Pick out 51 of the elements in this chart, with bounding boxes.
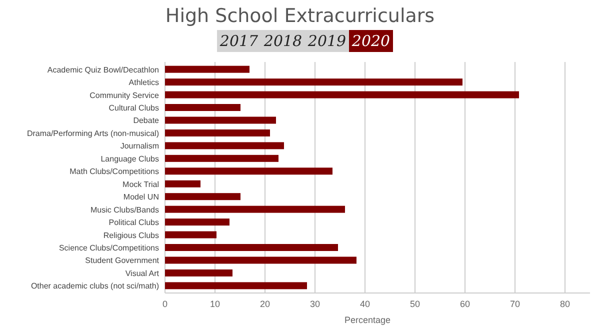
y-tick-label: Student Government xyxy=(85,256,160,266)
y-tick-label: Drama/Performing Arts (non-musical) xyxy=(26,128,160,138)
y-tick-label: Visual Art xyxy=(125,268,160,278)
y-tick-label: Debate xyxy=(133,116,160,126)
bar xyxy=(165,154,278,162)
x-tick-label: 30 xyxy=(310,299,320,309)
y-tick-label: Science Clubs/Competitions xyxy=(58,244,159,252)
y-tick-label: Mock Trial xyxy=(122,180,160,189)
y-tick-label: Cultural Clubs xyxy=(108,104,159,112)
y-tick-label: Community Service xyxy=(90,90,160,100)
y-tick-label: Math Clubs/Competitions xyxy=(70,167,159,176)
x-tick-label: 20 xyxy=(260,299,270,309)
chart-title: High School Extracurriculars xyxy=(165,5,435,27)
x-tick-label: 40 xyxy=(360,299,370,309)
series-label: 2020 xyxy=(350,32,391,50)
bar xyxy=(165,142,284,150)
bar xyxy=(165,66,250,73)
x-tick-label: 60 xyxy=(460,299,470,309)
bar xyxy=(165,193,240,200)
bar xyxy=(165,282,307,290)
bar xyxy=(165,116,276,124)
y-tick-label: Other academic clubs (not sci/math) xyxy=(30,282,160,291)
text: 2018 xyxy=(262,32,302,50)
y-tick-label: Music Clubs/Bands xyxy=(90,205,159,214)
x-tick-label: 10 xyxy=(210,299,220,309)
bar xyxy=(165,168,332,175)
y-tick-label: Athletics xyxy=(128,78,159,88)
bar xyxy=(165,91,519,98)
bar xyxy=(165,256,356,264)
bar xyxy=(165,104,240,111)
text: 2017 xyxy=(218,32,259,50)
bar xyxy=(165,180,200,188)
x-tick-label: 50 xyxy=(410,299,420,309)
y-tick-label: Religious Clubs xyxy=(103,230,159,240)
x-axis-title: Percentage xyxy=(344,315,391,325)
bar xyxy=(165,78,462,86)
bar xyxy=(165,206,345,213)
y-tick-label: Model UN xyxy=(123,192,160,202)
text: 2019 xyxy=(306,32,347,50)
x-tick-label: 0 xyxy=(162,299,168,309)
bar xyxy=(165,129,270,136)
bar xyxy=(165,218,230,226)
y-tick-label: Journalism xyxy=(120,142,160,151)
x-tick-label: 70 xyxy=(510,299,520,309)
bar xyxy=(165,244,338,251)
x-tick-label: 80 xyxy=(560,299,570,309)
bar xyxy=(165,269,232,276)
y-tick-label: Language Clubs xyxy=(100,154,159,164)
bar xyxy=(165,231,216,238)
y-tick-label: Academic Quiz Bowl/Decathlon xyxy=(47,65,159,74)
y-tick-label: Political Clubs xyxy=(108,218,159,228)
